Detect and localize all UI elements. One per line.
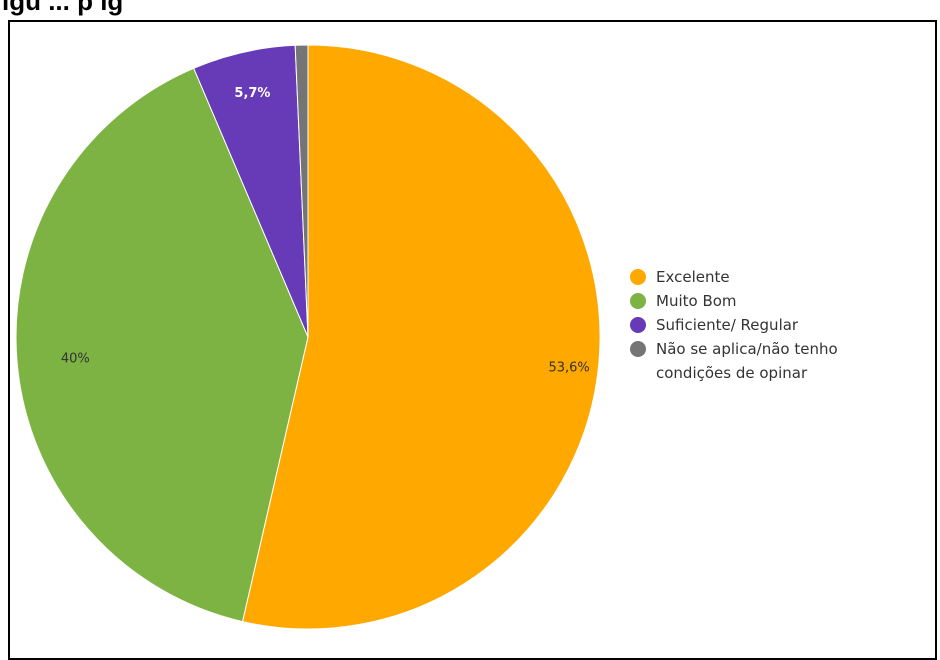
legend-label-4-line-1: Não se aplica/não tenho: [656, 340, 838, 358]
slice-data-label-3: 5,7%: [234, 86, 270, 101]
legend-label-4-line-2: condições de opinar: [656, 364, 808, 382]
pie-slices: [15, 44, 601, 630]
legend-label-3: Suficiente/ Regular: [656, 316, 799, 334]
legend-marker-4: [630, 341, 646, 357]
figure-caption-text: igu ... p ig: [2, 0, 124, 16]
slice-data-label-1: 53,6%: [548, 361, 589, 376]
slice-data-label-2: 40%: [61, 352, 90, 367]
legend: Excelente Muito Bom Suficiente/ Regular Não…: [630, 268, 838, 382]
pie-chart: 53,6% 40% 5,7% Excelente Muito Bom Suficient…: [15, 44, 838, 630]
legend-marker-1: [630, 269, 646, 285]
legend-label-1: Excelente: [656, 268, 730, 286]
pie-slice-4: [294, 44, 309, 338]
pie-slice-2: [15, 67, 309, 623]
legend-marker-2: [630, 293, 646, 309]
legend-marker-3: [630, 317, 646, 333]
slice-labels: 53,6% 40% 5,7%: [61, 86, 590, 376]
legend-label-2: Muito Bom: [656, 292, 737, 310]
figure-caption-fragment: igu ... p ig: [2, 0, 123, 16]
pie-slice-1: [241, 44, 601, 630]
